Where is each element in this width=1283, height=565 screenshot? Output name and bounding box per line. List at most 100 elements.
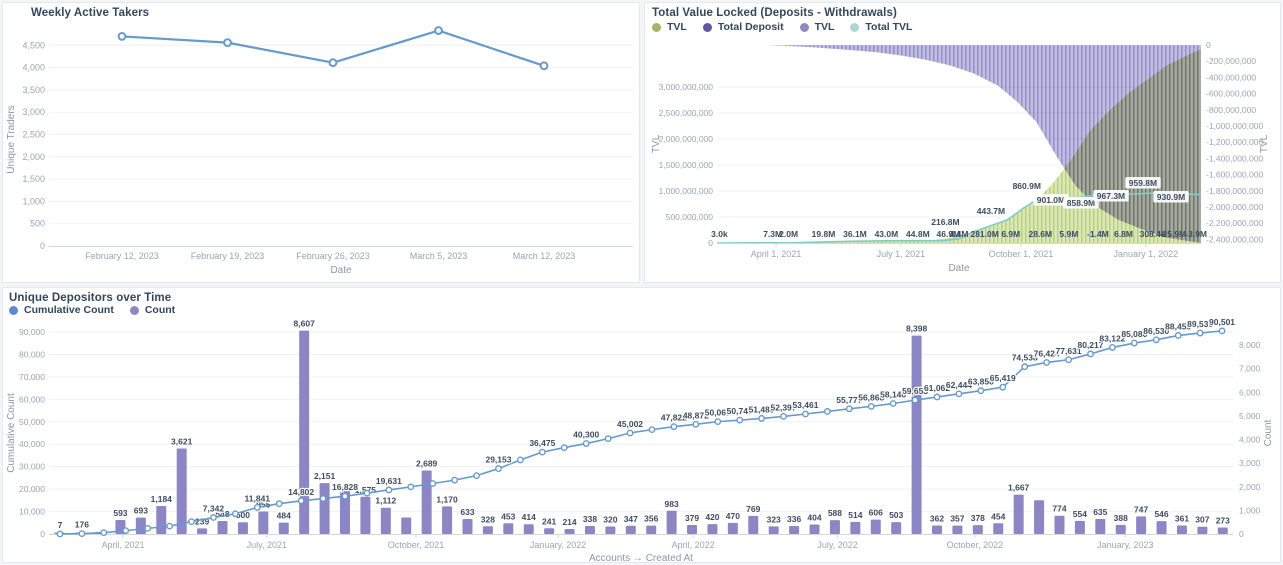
cumulative-point[interactable]: [495, 465, 502, 472]
cumulative-point[interactable]: [341, 492, 349, 500]
cumulative-point[interactable]: [1021, 363, 1029, 371]
cumulative-point[interactable]: [736, 416, 744, 424]
count-bar[interactable]: [1197, 526, 1208, 534]
count-bar[interactable]: [462, 519, 473, 534]
cumulative-point[interactable]: [889, 400, 897, 407]
cumulative-point[interactable]: [780, 412, 787, 420]
count-bar[interactable]: [523, 524, 534, 534]
cumulative-point[interactable]: [1065, 356, 1072, 364]
count-bar[interactable]: [1095, 518, 1106, 534]
count-bar[interactable]: [217, 521, 228, 534]
count-bar[interactable]: [789, 526, 800, 534]
count-bar[interactable]: [993, 523, 1004, 534]
count-bar[interactable]: [870, 519, 881, 534]
cumulative-point[interactable]: [451, 476, 459, 484]
count-bar[interactable]: [258, 511, 269, 534]
count-bar[interactable]: [135, 517, 146, 534]
count-bar[interactable]: [1136, 516, 1147, 534]
count-bar[interactable]: [1054, 515, 1065, 534]
cumulative-point[interactable]: [823, 408, 831, 415]
count-bar[interactable]: [1034, 500, 1045, 534]
cumulative-point[interactable]: [231, 510, 239, 518]
count-bar[interactable]: [176, 448, 187, 534]
cumulative-point[interactable]: [1174, 332, 1182, 339]
count-bar[interactable]: [605, 526, 616, 534]
count-bar[interactable]: [299, 330, 310, 534]
cumulative-point[interactable]: [78, 530, 86, 538]
count-bar[interactable]: [1115, 524, 1126, 534]
count-bar[interactable]: [340, 486, 350, 534]
count-bar[interactable]: [625, 525, 636, 534]
count-bar[interactable]: [442, 506, 453, 534]
cumulative-point[interactable]: [758, 415, 765, 422]
count-bar[interactable]: [197, 528, 208, 534]
count-bar[interactable]: [972, 525, 983, 534]
cumulative-point[interactable]: [275, 500, 283, 508]
legend-item-total-deposit[interactable]: Total Deposit: [702, 21, 784, 33]
cumulative-point[interactable]: [1152, 336, 1160, 344]
count-bar[interactable]: [666, 510, 677, 534]
count-bar[interactable]: [564, 528, 575, 534]
cumulative-point[interactable]: [407, 483, 415, 491]
count-bar[interactable]: [1074, 520, 1085, 534]
legend-item-total-tvl[interactable]: Total TVL: [850, 21, 912, 33]
cumulative-point[interactable]: [1043, 359, 1051, 366]
count-bar[interactable]: [891, 522, 902, 534]
cumulative-point[interactable]: [560, 444, 568, 451]
count-bar[interactable]: [707, 524, 718, 534]
count-bar[interactable]: [829, 520, 840, 534]
count-bar[interactable]: [687, 525, 698, 534]
count-bar[interactable]: [360, 496, 371, 534]
cumulative-point[interactable]: [802, 410, 809, 418]
cumulative-point[interactable]: [1196, 329, 1204, 337]
count-bar[interactable]: [1176, 525, 1187, 534]
count-bar[interactable]: [748, 515, 759, 534]
cumulative-point[interactable]: [319, 495, 327, 502]
cumulative-point[interactable]: [56, 530, 64, 538]
count-bar[interactable]: [380, 507, 391, 534]
legend-item-cumulative-count[interactable]: Cumulative Count: [9, 304, 114, 316]
cumulative-point[interactable]: [517, 456, 524, 464]
cumulative-point[interactable]: [122, 527, 130, 535]
cumulative-point[interactable]: [582, 440, 590, 447]
cumulative-point[interactable]: [604, 435, 612, 443]
count-bar[interactable]: [503, 523, 514, 534]
cumulative-point[interactable]: [626, 429, 634, 437]
count-bar[interactable]: [584, 526, 595, 534]
count-bar[interactable]: [809, 524, 820, 534]
legend-item-count[interactable]: Count: [129, 304, 175, 316]
cumulative-point[interactable]: [100, 529, 108, 537]
count-bar[interactable]: [482, 526, 493, 534]
cumulative-point[interactable]: [955, 390, 963, 398]
cumulative-point[interactable]: [1109, 344, 1116, 351]
count-bar[interactable]: [421, 470, 432, 534]
cumulative-point[interactable]: [166, 522, 173, 530]
count-bar[interactable]: [952, 525, 963, 534]
count-bar[interactable]: [237, 522, 248, 534]
cumulative-point[interactable]: [253, 504, 261, 511]
count-bar[interactable]: [278, 522, 289, 534]
count-bar[interactable]: [401, 517, 412, 534]
cumulative-point[interactable]: [1218, 327, 1226, 335]
cumulative-point[interactable]: [429, 480, 437, 487]
count-bar[interactable]: [1217, 527, 1228, 534]
unique-depositors-chart[interactable]: 0 10,000 20,000 30,000 40,000 50,000 60,000 70,…: [3, 288, 1280, 562]
legend-item-tvl[interactable]: TVL: [799, 21, 834, 33]
cumulative-point[interactable]: [210, 514, 217, 521]
count-bar[interactable]: [727, 522, 738, 534]
count-bar[interactable]: [156, 506, 167, 534]
cumulative-point[interactable]: [385, 486, 393, 494]
cumulative-point[interactable]: [188, 518, 195, 526]
count-bar[interactable]: [1156, 521, 1167, 534]
cumulative-point[interactable]: [999, 383, 1007, 391]
cumulative-point[interactable]: [363, 489, 371, 497]
weekly-active-takers-chart[interactable]: 0 500 1,000 1,500 2,000 2,500 3,000 3,500 4,000 4…: [3, 3, 639, 282]
legend-item-tvl[interactable]: TVL: [652, 21, 687, 33]
count-bar[interactable]: [911, 335, 922, 534]
count-bar[interactable]: [1013, 494, 1024, 534]
cumulative-point[interactable]: [144, 524, 152, 532]
cumulative-point[interactable]: [977, 387, 985, 395]
total-value-locked-chart[interactable]: 0 500,000,000 1,000,000,000 1,500,000,000 2,…: [645, 3, 1280, 282]
count-bar[interactable]: [850, 521, 861, 534]
count-bar[interactable]: [646, 525, 657, 534]
